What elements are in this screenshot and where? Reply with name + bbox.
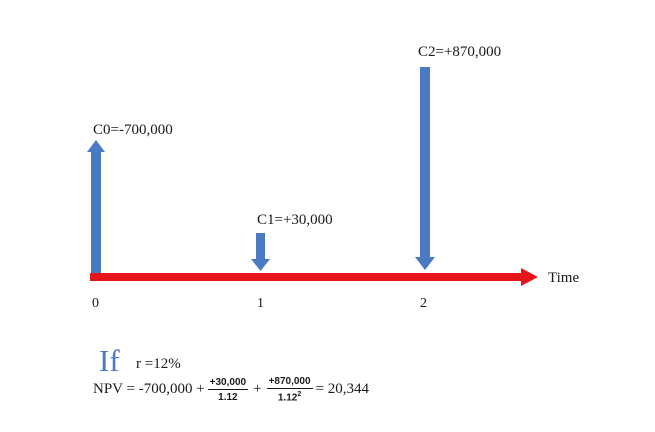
if-word: If xyxy=(99,343,120,378)
cash-flow-arrow-c1-shaft xyxy=(256,233,265,260)
time-axis-arrowhead xyxy=(521,268,538,286)
npv-formula: NPV = -700,000 + +30,000 1.12 + +870,000… xyxy=(93,376,369,403)
npv-lhs: NPV = -700,000 + xyxy=(93,381,205,398)
time-tick-0: 0 xyxy=(92,296,99,311)
time-axis-line xyxy=(90,273,522,281)
cash-flow-arrow-c2-shaft xyxy=(420,67,430,258)
npv-term2-fraction: +870,000 1.122 xyxy=(266,376,313,403)
rate-text: r =12% xyxy=(136,356,181,372)
time-tick-1: 1 xyxy=(257,296,264,311)
npv-plus: + xyxy=(253,381,262,398)
npv-term1-numerator: +30,000 xyxy=(207,376,249,390)
npv-result: = 20,344 xyxy=(315,381,370,398)
npv-term2-den-base: 1.12 xyxy=(277,392,298,404)
cash-flow-label-c2: C2=+870,000 xyxy=(418,44,502,60)
time-tick-2: 2 xyxy=(420,296,427,311)
cash-flow-label-c1: C1=+30,000 xyxy=(257,212,333,228)
npv-term2-numerator: +870,000 xyxy=(266,376,313,389)
npv-term2-denominator: 1.122 xyxy=(276,389,303,403)
npv-term1-denominator: 1.12 xyxy=(218,391,238,403)
cash-flow-arrow-c0-shaft xyxy=(91,151,101,273)
axis-label-time: Time xyxy=(548,270,580,286)
cash-flow-arrow-c1-head xyxy=(251,259,270,271)
cash-flow-arrow-c0-head xyxy=(87,140,105,152)
npv-term1-fraction: +30,000 1.12 xyxy=(207,376,249,403)
cash-flow-arrow-c2-head xyxy=(415,257,435,270)
cash-flow-label-c0: C0=-700,000 xyxy=(93,122,173,138)
npv-term2-den-exponent: 2 xyxy=(297,391,302,398)
